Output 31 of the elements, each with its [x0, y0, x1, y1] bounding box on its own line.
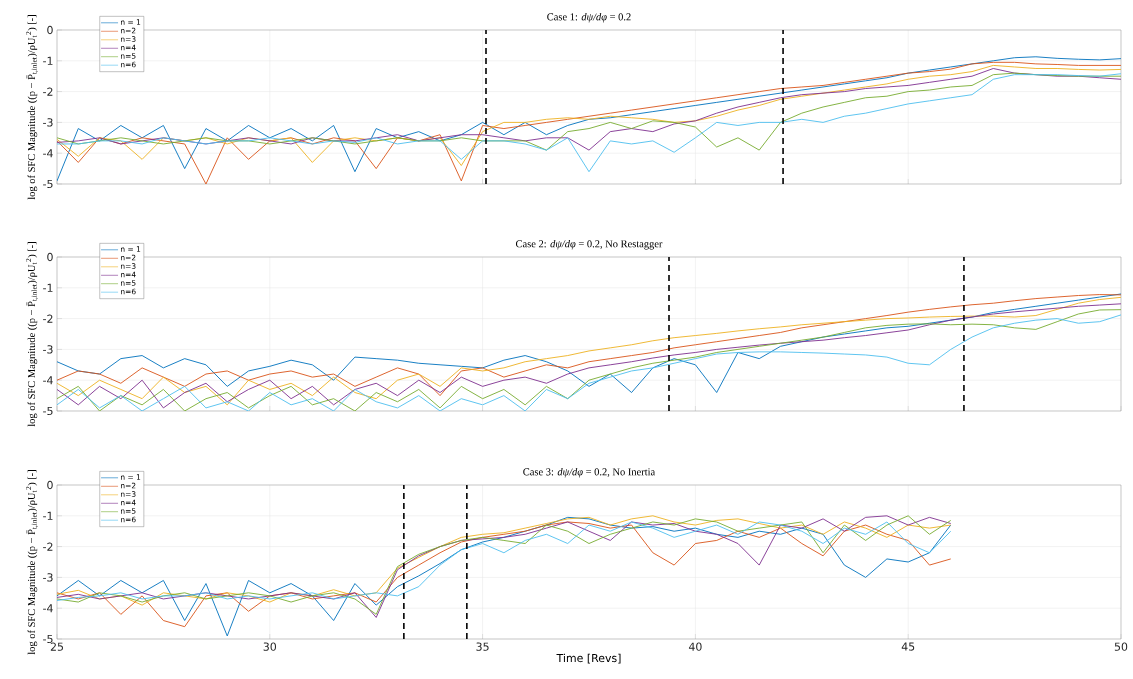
y-tick-label: -4 — [43, 604, 53, 613]
x-tick-label: 50 — [1114, 642, 1128, 651]
y-tick-label: -4 — [43, 376, 53, 385]
y-tick-label: -1 — [43, 283, 53, 292]
chart-title: Case 1: dψ/dφ = 0.2 — [547, 13, 631, 23]
y-tick-label: -3 — [43, 118, 53, 127]
y-tick-label: -5 — [43, 179, 53, 189]
y-tick-label: -1 — [43, 511, 53, 520]
y-tick-label: -4 — [43, 149, 53, 158]
y-axis-title: log of SFC Magnitude ((p − P̄$_{t,inlet}$)/ρU$_{t}$$^{2}$) [-] — [26, 470, 38, 655]
y-tick-label: -3 — [43, 345, 53, 354]
y-tick-label: 0 — [47, 252, 53, 262]
y-tick-label: 0 — [47, 25, 53, 35]
x-tick-label: 40 — [688, 642, 702, 651]
x-tick-label: 35 — [476, 642, 489, 651]
x-tick-label: 25 — [50, 642, 64, 651]
y-tick-label: -2 — [43, 542, 53, 551]
y-tick-label: 0 — [47, 480, 53, 490]
y-axis-title: log of SFC Magnitude ((p − P̄$_{t,inlet}$)/ρU$_{t}$$^{2}$) [-] — [26, 15, 38, 200]
chart-title: Case 3: dψ/dφ = 0.2, No Inertia — [523, 468, 656, 478]
y-tick-label: -5 — [43, 406, 53, 416]
x-axis-title: Time [Revs] — [556, 653, 621, 664]
y-axis-title: log of SFC Magnitude ((p − P̄$_{t,inlet}$)/ρU$_{t}$$^{2}$) [-] — [26, 242, 38, 427]
x-tick-label: 30 — [263, 642, 277, 651]
y-tick-label: -2 — [43, 314, 53, 323]
y-tick-label: -1 — [43, 56, 53, 65]
y-tick-label: -3 — [43, 573, 53, 582]
y-tick-label: -2 — [43, 87, 53, 96]
x-tick-label: 45 — [901, 642, 915, 651]
y-tick-label: -5 — [43, 634, 53, 644]
chart-title: Case 2: dψ/dφ = 0.2, No Restagger — [515, 240, 663, 250]
